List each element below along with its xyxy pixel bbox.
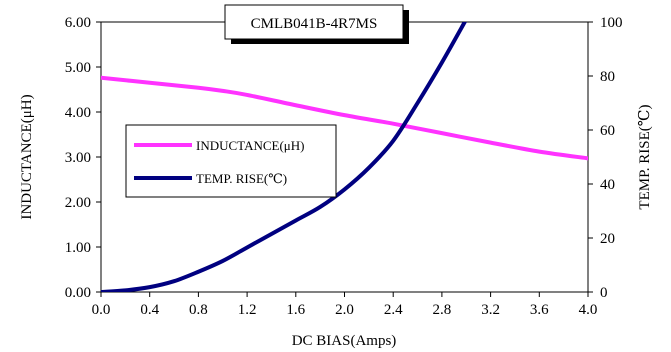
x-tick-label: 2.0	[335, 302, 354, 318]
title-box: CMLB041B-4R7MS	[224, 4, 409, 44]
y2-tick-label: 20	[600, 231, 615, 247]
y2-tick-label: 40	[600, 177, 615, 193]
legend-label-inductance: INDUCTANCE(μH)	[196, 138, 304, 153]
y2-tick-label: 80	[600, 69, 615, 85]
y2-tick-label: 60	[600, 123, 615, 139]
x-axis-ticks: 0.0 0.4 0.8 1.2 1.6 2.0 2.4 2.8 3.2 3.6 4.0	[92, 292, 598, 318]
series-line-inductance	[101, 75, 588, 161]
y-tick-label: 3.00	[65, 150, 91, 166]
y-axis-label: INDUCTANCE(μH)	[19, 94, 35, 219]
x-tick-label: 3.6	[530, 302, 549, 318]
y-tick-label: 6.00	[65, 15, 91, 31]
legend-label-temp-rise: TEMP. RISE(℃)	[196, 171, 287, 186]
x-tick-label: 1.2	[238, 302, 257, 318]
x-tick-label: 2.8	[433, 302, 452, 318]
x-tick-label: 0.4	[140, 302, 159, 318]
x-tick-label: 2.4	[384, 302, 403, 318]
x-tick-label: 4.0	[579, 302, 598, 318]
y-tick-label: 4.00	[65, 105, 91, 121]
y2-tick-label: 100	[600, 15, 623, 31]
x-tick-label: 0.8	[189, 302, 208, 318]
chart-title: CMLB041B-4R7MS	[251, 16, 378, 32]
x-tick-label: 0.0	[92, 302, 111, 318]
x-tick-label: 1.6	[286, 302, 305, 318]
x-axis-label: DC BIAS(Amps)	[292, 333, 397, 349]
x-tick-label: 3.2	[481, 302, 500, 318]
y-tick-label: 2.00	[65, 195, 91, 211]
series-layer	[101, 22, 588, 292]
y2-tick-label: 0	[600, 285, 608, 301]
legend: INDUCTANCE(μH) TEMP. RISE(℃)	[125, 124, 337, 198]
y-tick-label: 5.00	[65, 60, 91, 76]
series-line-temp-rise	[101, 22, 468, 292]
y2-axis-label: TEMP. RISE(℃)	[637, 104, 653, 209]
y2-axis-ticks: 0 20 40 60 80 100	[588, 15, 623, 301]
y-tick-label: 0.00	[65, 285, 91, 301]
y-axis-ticks: 0.00 1.00 2.00 3.00 4.00 5.00 6.00	[65, 15, 101, 301]
y-tick-label: 1.00	[65, 240, 91, 256]
